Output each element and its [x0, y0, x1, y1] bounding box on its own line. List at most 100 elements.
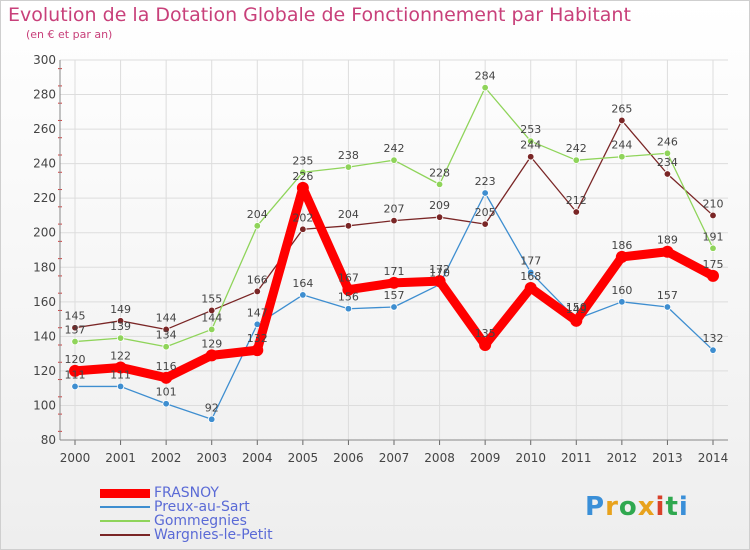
data-point	[709, 211, 717, 220]
data-point	[114, 361, 127, 374]
data-label: 129	[201, 337, 222, 350]
data-label: 111	[110, 368, 131, 381]
x-tick-label: 2011	[561, 451, 592, 465]
data-point	[390, 156, 398, 164]
data-label: 238	[338, 149, 359, 162]
data-point	[527, 153, 535, 161]
data-label: 135	[475, 327, 496, 340]
data-label: 235	[292, 154, 313, 167]
chart-title: Evolution de la Dotation Globale de Fonc…	[8, 4, 631, 26]
data-label: 157	[657, 289, 678, 302]
data-label: 212	[566, 194, 587, 207]
data-label: 155	[201, 292, 222, 305]
data-label: 149	[566, 303, 587, 316]
data-point	[663, 149, 672, 157]
series-layer	[69, 83, 719, 423]
data-point	[344, 305, 353, 313]
data-point	[253, 222, 261, 230]
x-tick-label: 2002	[151, 451, 182, 465]
data-point	[69, 364, 81, 377]
data-label: 242	[566, 142, 587, 155]
legend-swatch	[100, 520, 150, 522]
data-label: 168	[520, 270, 541, 283]
data-point	[116, 334, 125, 342]
data-label: 226	[292, 170, 313, 183]
data-point	[663, 170, 672, 178]
x-tick-label: 2014	[698, 451, 729, 465]
legend-label: FRASNOY	[154, 485, 219, 501]
legend-swatch	[100, 534, 150, 536]
data-point	[618, 116, 626, 125]
data-label: 244	[520, 139, 541, 152]
legend-item: Preux-au-Sart	[100, 500, 273, 514]
data-label: 253	[520, 123, 541, 136]
data-label: 209	[429, 199, 450, 212]
data-label: 122	[110, 349, 131, 362]
x-tick-label: 2013	[652, 451, 683, 465]
data-label: 170	[429, 267, 450, 280]
data-label: 186	[611, 239, 632, 252]
legend-swatch	[100, 488, 150, 498]
data-point	[299, 291, 307, 299]
y-tick-label: 220	[33, 191, 56, 205]
y-tick-label: 280	[33, 88, 56, 102]
data-point	[116, 317, 125, 325]
y-tick-label: 160	[33, 295, 56, 309]
logo-letter: i	[678, 492, 689, 522]
data-label: 205	[475, 206, 496, 219]
data-point	[71, 382, 79, 391]
data-point	[707, 269, 719, 282]
y-tick-label: 140	[33, 329, 56, 343]
data-label: 111	[65, 368, 86, 381]
data-label: 150	[566, 301, 587, 314]
data-point	[342, 283, 355, 296]
data-point	[615, 250, 628, 263]
data-point	[253, 287, 261, 296]
data-point	[527, 268, 535, 277]
data-point	[481, 189, 489, 197]
proxiti-logo: Proxiti	[585, 492, 689, 522]
x-tick-label: 2001	[105, 451, 136, 465]
data-point	[479, 339, 492, 351]
data-point	[344, 222, 353, 230]
data-point	[572, 156, 580, 164]
chart-subtitle: (en € et par an)	[26, 28, 113, 41]
data-label: 244	[611, 139, 632, 152]
logo-letter: x	[637, 492, 656, 522]
data-label: 204	[338, 208, 359, 221]
data-label: 189	[657, 234, 678, 247]
y-tick-label: 120	[33, 364, 56, 378]
data-point	[208, 415, 216, 423]
x-tick-label: 2004	[242, 451, 273, 465]
x-tick-label: 2005	[288, 451, 319, 465]
data-label: 92	[205, 401, 219, 414]
data-label: 204	[247, 208, 268, 221]
data-label: 101	[156, 386, 177, 399]
data-point	[251, 344, 264, 357]
data-point	[572, 208, 580, 216]
data-label: 157	[384, 289, 405, 302]
legend-label: Gommegnies	[154, 513, 247, 529]
data-label: 175	[703, 258, 724, 271]
data-label: 160	[611, 284, 632, 297]
legend-item: Gommegnies	[100, 514, 273, 528]
data-point	[299, 168, 307, 176]
logo-letter: t	[665, 492, 679, 522]
legend-label: Preux-au-Sart	[154, 499, 250, 515]
data-point	[435, 213, 444, 221]
data-point	[208, 306, 216, 315]
data-label: 167	[338, 272, 359, 285]
data-label: 228	[429, 166, 450, 179]
data-label: 166	[247, 273, 268, 286]
x-tick-label: 2006	[333, 451, 364, 465]
data-point	[524, 282, 537, 294]
data-point	[208, 325, 216, 334]
data-label: 265	[611, 102, 632, 115]
data-label: 116	[156, 360, 177, 373]
logo-letter: P	[585, 492, 606, 522]
data-point	[71, 324, 79, 332]
data-point	[709, 346, 717, 354]
legend-label: Wargnies-le-Petit	[154, 527, 273, 543]
